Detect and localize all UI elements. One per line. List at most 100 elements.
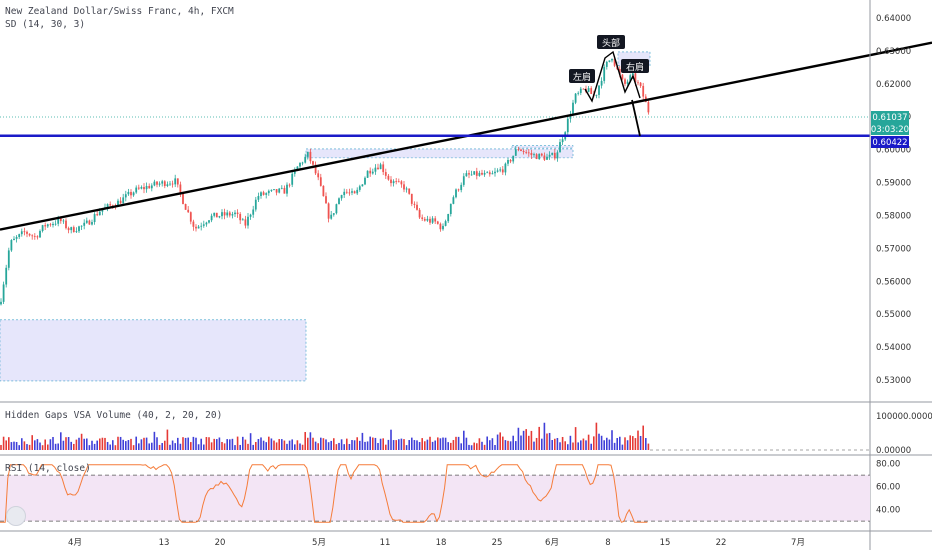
volume-bar [517, 427, 520, 450]
candle-body [247, 216, 249, 226]
price-axis-tick: 0.60000 [876, 146, 911, 156]
price-axis-tick: 0.53000 [876, 376, 911, 386]
volume-bar [151, 442, 153, 450]
candle-body [642, 85, 645, 97]
volume-bar [218, 437, 221, 450]
volume-bar [34, 440, 36, 450]
candle-body [13, 238, 15, 241]
volume-bar [41, 445, 44, 450]
volume-bar [145, 437, 148, 450]
candle-body [431, 218, 434, 223]
candle-body [319, 177, 322, 186]
last-price-text: 0.61037 [872, 113, 907, 123]
volume-bar [569, 435, 572, 450]
volume-bar [140, 439, 143, 450]
volume-bar [190, 442, 192, 450]
candle-body [418, 209, 421, 218]
zone-box[interactable] [0, 319, 307, 382]
indicator-title: SD (14, 30, 3) [5, 19, 86, 30]
volume-bar [520, 435, 522, 450]
time-axis-tick: 20 [215, 538, 226, 548]
candle-body [26, 231, 28, 234]
candle-body [208, 220, 210, 223]
volume-pane [0, 422, 870, 451]
candle-body [499, 169, 502, 171]
time-axis-tick: 6月 [545, 538, 559, 548]
candle-body [200, 225, 203, 227]
volume-pane-title: Hidden Gaps VSA Volume (40, 2, 20, 20) [5, 410, 222, 421]
candle-body [473, 171, 476, 175]
candle-body [397, 181, 400, 183]
zone-box[interactable] [511, 145, 574, 149]
candle-body [270, 189, 273, 191]
volume-bar [239, 444, 241, 450]
candle-body [590, 88, 593, 95]
candle-body [468, 173, 470, 175]
candle-body [124, 194, 127, 198]
candlestick-series [0, 57, 650, 306]
candle-body [517, 149, 520, 151]
candle-body [434, 218, 437, 222]
candle-body [171, 183, 174, 185]
volume-bar [335, 444, 338, 450]
candle-body [174, 178, 177, 185]
candle-body [314, 164, 317, 174]
volume-bar [83, 438, 85, 450]
volume-axis[interactable]: 100000.00000 0.00000 [876, 412, 932, 456]
volume-bar [611, 430, 613, 450]
candle-body [46, 224, 49, 227]
volume-bar [255, 441, 257, 450]
candle-body [96, 214, 99, 216]
volume-bar [572, 442, 574, 450]
supply-demand-zones [0, 51, 651, 382]
candle-body [98, 211, 101, 216]
volume-bar [119, 436, 122, 450]
zone-box[interactable] [305, 148, 574, 159]
countdown-text: 03:03:20 [871, 125, 909, 135]
volume-bar [127, 440, 130, 450]
rsi-axis-tick: 40.00 [876, 506, 900, 516]
volume-bar [104, 437, 106, 450]
time-axis-tick: 4月 [68, 538, 82, 548]
volume-bar [603, 440, 605, 450]
volume-bar [366, 441, 369, 450]
candle-body [507, 160, 509, 164]
volume-bar [361, 432, 364, 450]
volume-bar [91, 440, 93, 450]
chart-title: New Zealand Dollar/Swiss Franc, 4h, FXCM [5, 6, 234, 17]
candle-body [522, 150, 525, 153]
volume-bar [234, 445, 236, 450]
candle-body [572, 102, 574, 115]
candle-body [299, 162, 301, 167]
candle-body [213, 212, 216, 216]
tradingview-logo-icon[interactable] [6, 506, 26, 526]
candle-body [429, 218, 431, 223]
volume-bar [101, 437, 104, 450]
volume-bar [502, 436, 504, 450]
volume-bar [314, 441, 317, 450]
candle-body [361, 184, 364, 187]
volume-bar [574, 427, 577, 450]
candle-body [410, 193, 413, 204]
candle-body [49, 224, 52, 226]
rsi-axis[interactable]: 80.00 60.00 40.00 [876, 460, 900, 516]
volume-bar [411, 437, 413, 450]
volume-bar [197, 444, 200, 450]
candle-body [553, 152, 556, 159]
candle-body [176, 178, 179, 185]
volume-bar [174, 443, 176, 450]
volume-bar [455, 436, 457, 450]
candle-body [364, 177, 366, 185]
candle-body [447, 214, 450, 222]
volume-bar [624, 437, 626, 450]
volume-bar [54, 443, 57, 450]
volume-bar [413, 440, 416, 450]
time-axis-tick: 5月 [312, 538, 326, 548]
candle-body [595, 94, 598, 96]
volume-bar [408, 440, 410, 450]
time-axis[interactable]: 4月 13 20 5月 11 18 25 6月 8 15 22 7月 [68, 538, 805, 548]
price-axis[interactable]: 0.640000.630000.620000.610000.600000.590… [876, 14, 911, 386]
volume-bar [538, 426, 540, 450]
volume-bar [122, 439, 124, 450]
